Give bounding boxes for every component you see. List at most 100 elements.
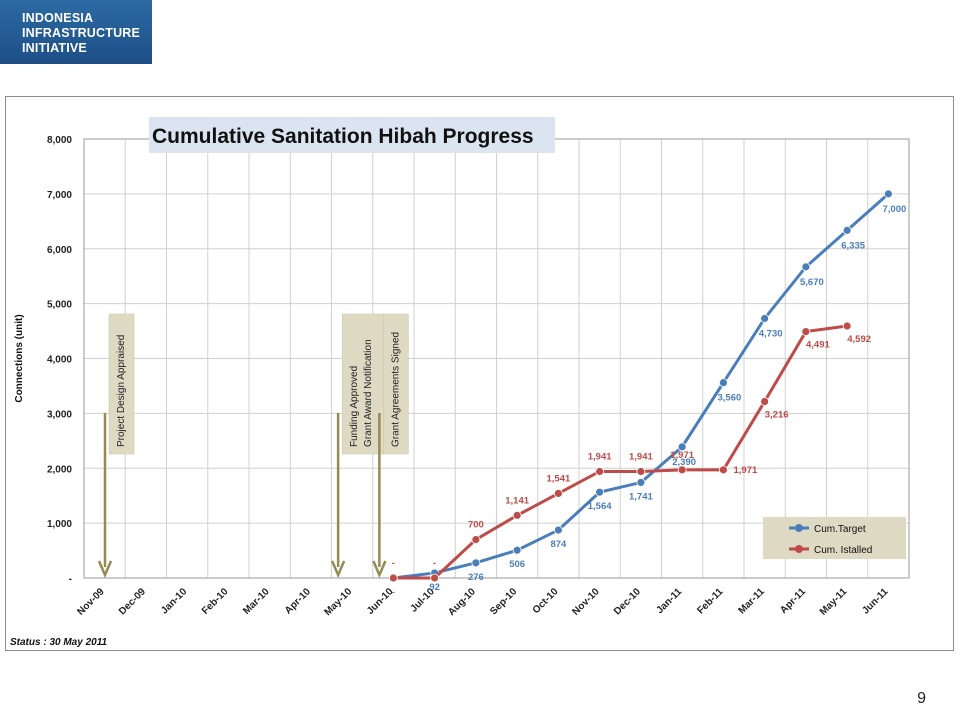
- data-point: [595, 467, 605, 476]
- milestone-arrow-head: [330, 560, 346, 579]
- x-tick-label: Jan-10: [159, 586, 189, 616]
- y-tick-label: 4,000: [47, 355, 72, 366]
- x-tick-label: Dec-10: [612, 586, 643, 617]
- data-label: 92: [429, 582, 440, 593]
- x-tick-label: May-11: [818, 586, 850, 618]
- data-point: [883, 189, 893, 199]
- data-point: [636, 478, 646, 487]
- x-tick-label: Sep-10: [488, 586, 519, 617]
- x-tick-label: Mar-10: [241, 586, 272, 617]
- y-axis-label: Connections (unit): [14, 314, 25, 402]
- y-tick-label: 7,000: [47, 190, 72, 201]
- data-label: 4,491: [806, 340, 830, 351]
- data-point: [512, 510, 522, 520]
- title-background: [149, 117, 555, 153]
- data-label: 5,670: [800, 277, 824, 288]
- data-point: [636, 467, 646, 476]
- legend-swatch-marker: [795, 524, 803, 532]
- data-point: [801, 262, 811, 272]
- x-tick-label: Mar-11: [737, 586, 767, 616]
- milestone-arrow-head: [372, 560, 387, 579]
- data-label: 6,335: [841, 240, 865, 251]
- y-tick-label: 8,000: [47, 135, 72, 146]
- x-tick-label: Jun-11: [860, 586, 890, 616]
- data-point: [553, 525, 563, 535]
- data-point: [512, 545, 522, 555]
- data-point: [842, 321, 852, 331]
- data-label: 4,592: [847, 334, 871, 345]
- legend-label: Cum.Target: [814, 524, 866, 535]
- logo-text: INDONESIA INFRASTRUCTURE INITIATIVE: [22, 11, 141, 55]
- data-point: [471, 535, 481, 544]
- milestone-box: [383, 313, 409, 455]
- data-label: 506: [509, 559, 525, 570]
- data-point: [430, 573, 440, 583]
- data-label: 700: [468, 520, 484, 531]
- data-label: 3,560: [717, 393, 741, 404]
- data-label: 1,941: [629, 451, 653, 462]
- data-point: [388, 573, 398, 583]
- data-point: [842, 225, 852, 235]
- data-label: 1,741: [629, 491, 653, 502]
- data-label: 1,541: [546, 473, 570, 484]
- x-tick-label: Feb-10: [200, 586, 231, 617]
- legend-layer: Cum.Target Cum. Istalled: [763, 517, 906, 559]
- data-label: 3,216: [765, 410, 789, 421]
- y-tick-label: 1,000: [47, 519, 72, 530]
- x-tick-label: Apr-10: [283, 586, 313, 616]
- data-point: [677, 465, 687, 475]
- milestone-label: Project Design Appraised: [116, 335, 127, 447]
- x-tick-label: Nov-09: [75, 586, 107, 618]
- y-tick-label: 2,000: [47, 464, 72, 475]
- chart-svg: - 1,000 2,000 3,000 4,000 5,000 6,000 7,000 8,00…: [10, 117, 910, 648]
- y-tick-label: 3,000: [47, 409, 72, 420]
- x-tick-label: Apr-11: [778, 586, 808, 616]
- data-label: 276: [468, 572, 484, 583]
- data-point: [760, 314, 770, 323]
- y-tick-label: 6,000: [47, 245, 72, 256]
- data-point: [553, 489, 563, 498]
- milestone-label: Funding Approved: [349, 366, 360, 447]
- data-label: 874: [550, 539, 567, 550]
- title-layer: Cumulative Sanitation Hibah Progress: [149, 117, 555, 153]
- milestone-label: Grant Award Notification: [363, 339, 374, 447]
- legend-label: Cum. Istalled: [814, 545, 872, 556]
- data-point: [801, 327, 811, 336]
- data-label: 1,141: [505, 495, 529, 506]
- x-tick-label: Oct-10: [531, 586, 561, 616]
- data-point: [595, 487, 605, 497]
- data-point: [718, 378, 728, 388]
- milestone-box: [108, 313, 135, 455]
- status-text: Status : 30 May 2011: [10, 637, 108, 648]
- data-label: 4,730: [759, 328, 783, 339]
- milestone-label: Grant Agreements Signed: [390, 332, 401, 447]
- x-tick-label: May-10: [322, 586, 354, 618]
- data-label: -: [392, 558, 395, 569]
- data-label: 2,390: [672, 457, 696, 468]
- milestone-arrow-head: [97, 560, 113, 579]
- x-tick-label: Dec-09: [117, 586, 148, 617]
- data-label: -: [392, 587, 395, 598]
- chart-frame: - 1,000 2,000 3,000 4,000 5,000 6,000 7,000 8,00…: [5, 96, 954, 651]
- data-label: -: [433, 558, 436, 569]
- data-point: [471, 558, 481, 568]
- axes: Nov-09 Dec-09 Jan-10 Feb-10 Mar-10 Apr-10 May-…: [10, 138, 910, 648]
- data-label: 1,564: [588, 501, 612, 512]
- y-tick-label: -: [69, 574, 72, 585]
- x-tick-label: Aug-10: [446, 586, 478, 618]
- data-label: 1,941: [588, 451, 612, 462]
- legend-box: [763, 517, 906, 559]
- x-tick-label: Feb-11: [695, 586, 725, 616]
- data-point: [760, 397, 770, 406]
- milestone-box: [341, 313, 385, 455]
- data-point: [718, 465, 728, 475]
- data-label: 1,971: [670, 450, 694, 461]
- y-tick-label: 5,000: [47, 300, 72, 311]
- chart-title: Cumulative Sanitation Hibah Progress: [152, 125, 534, 148]
- data-label: 7,000: [882, 204, 906, 215]
- milestones: Project Design Appraised Funding Approved…: [97, 313, 409, 579]
- labels-layer: - 92 276 506 874 1,564 1,741 2,390 3,560 4,730 5,6…: [392, 204, 906, 598]
- page-number: 9: [917, 690, 926, 707]
- x-tick-label: Nov-10: [570, 586, 602, 618]
- data-point: [677, 442, 687, 452]
